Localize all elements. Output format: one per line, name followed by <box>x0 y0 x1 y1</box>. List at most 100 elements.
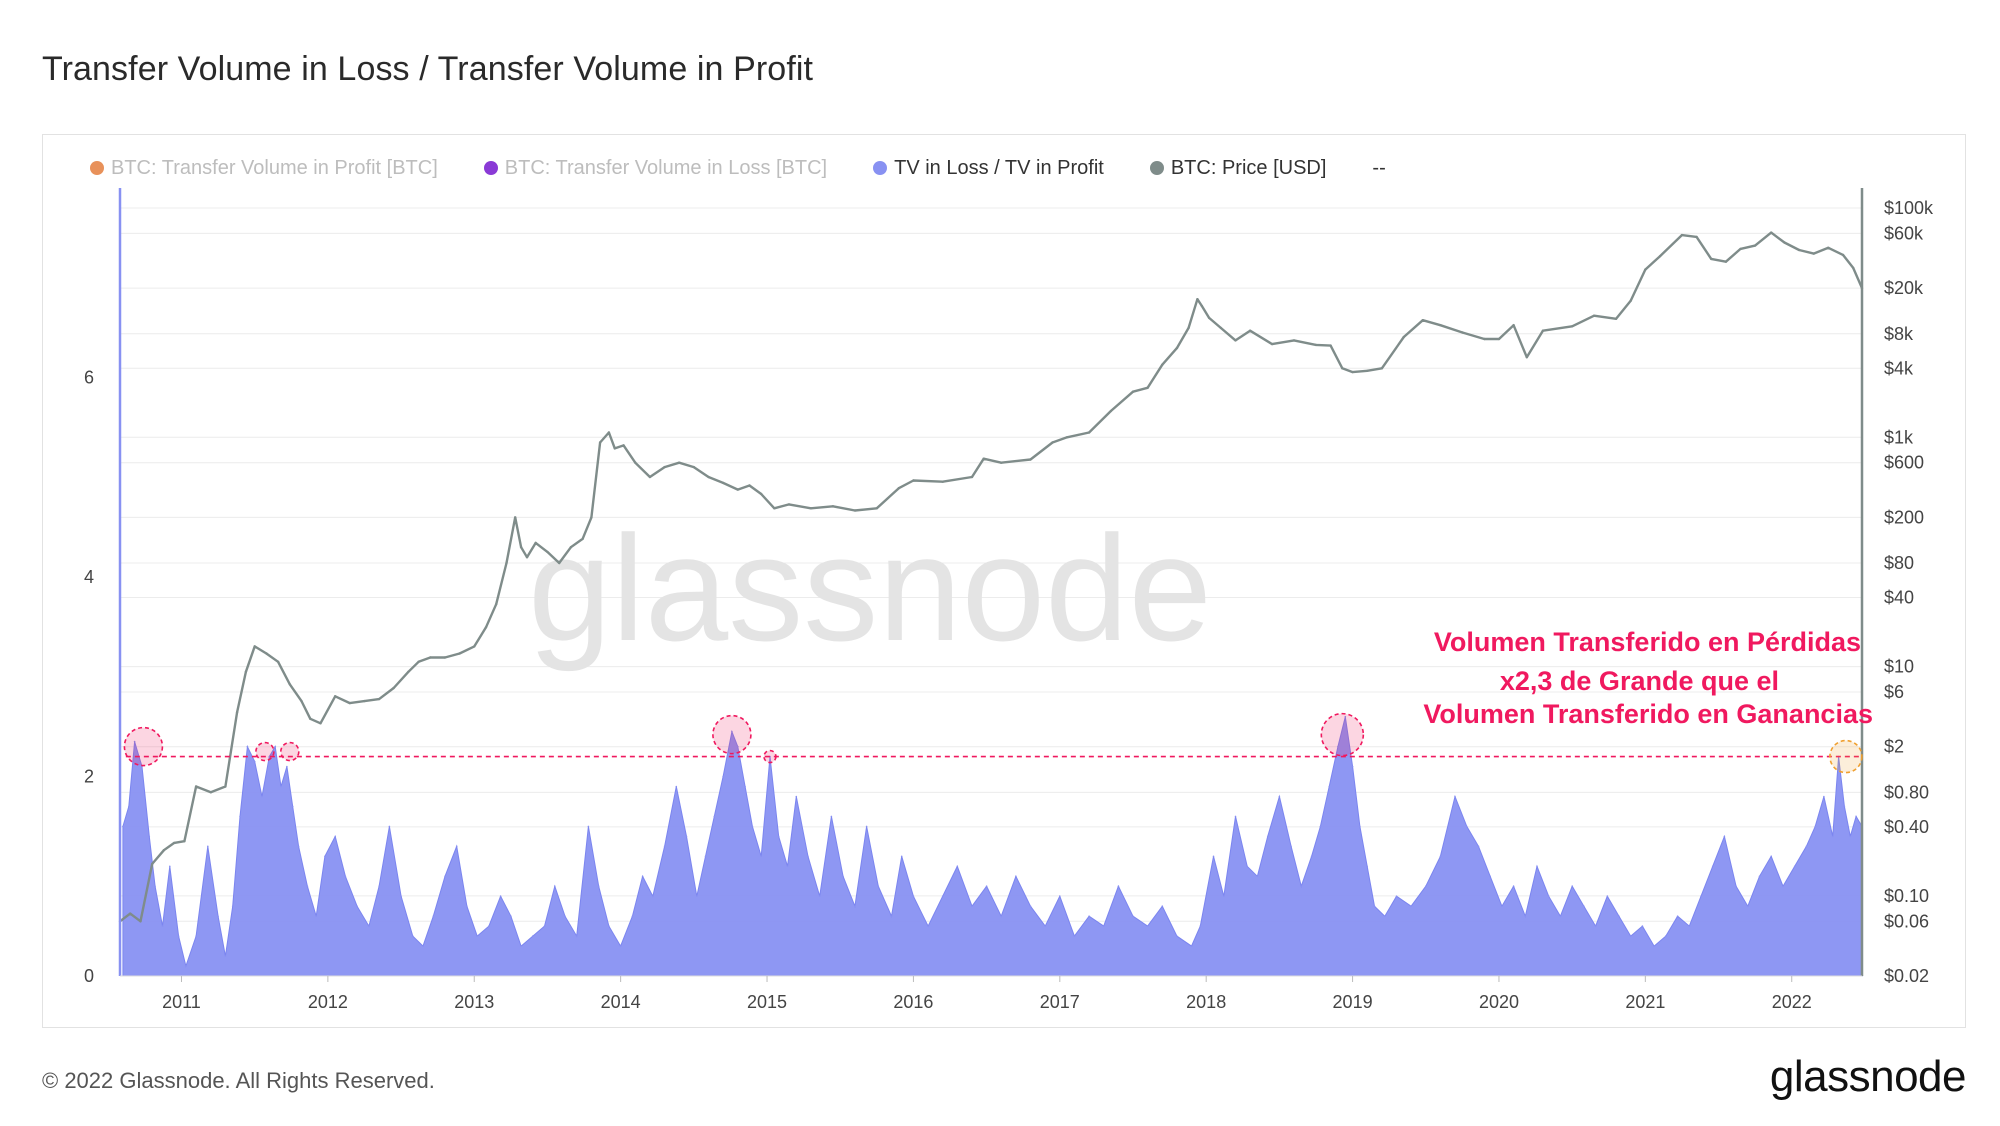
price-point-19 <box>334 695 337 698</box>
ratio-point-127 <box>1454 795 1456 798</box>
left-tick-0: 0 <box>84 966 94 986</box>
price-point-112 <box>1753 244 1757 247</box>
price-point-62 <box>897 487 900 490</box>
price-point-37 <box>546 550 549 554</box>
price-point-88 <box>1341 367 1344 370</box>
price-point-73 <box>1131 390 1135 393</box>
ratio-area-series <box>122 715 1863 977</box>
ratio-point-55 <box>631 915 634 917</box>
price-point-32 <box>505 561 508 565</box>
ratio-point-121 <box>1373 905 1376 907</box>
x-tick-5: 2016 <box>893 992 933 1012</box>
price-point-46 <box>634 461 637 464</box>
price-point-114 <box>1783 241 1786 244</box>
ratio-point-136 <box>1559 915 1562 917</box>
ratio-point-116 <box>1337 745 1339 748</box>
ratio-point-69 <box>760 855 762 858</box>
price-point-33 <box>514 516 517 519</box>
left-tick-1: 2 <box>84 767 94 787</box>
price-point-94 <box>1439 324 1442 327</box>
ratio-point-46 <box>532 935 534 937</box>
watermark: glassnode <box>528 504 1212 672</box>
ratio-point-101 <box>1176 935 1178 937</box>
price-point-23 <box>392 686 395 690</box>
ratio-point-79 <box>865 825 868 828</box>
price-point-80 <box>1207 316 1211 320</box>
price-point-8 <box>209 791 212 794</box>
ratio-point-24 <box>297 845 300 848</box>
ratio-point-150 <box>1723 835 1726 838</box>
price-point-26 <box>429 656 432 659</box>
ratio-point-12 <box>217 915 219 917</box>
price-point-100 <box>1541 329 1545 332</box>
right-tick-1: $60k <box>1884 223 1924 243</box>
ratio-point-38 <box>444 875 446 878</box>
price-point-34 <box>519 546 523 549</box>
ratio-point-18 <box>261 795 263 798</box>
ratio-point-78 <box>854 905 856 907</box>
legend-item-tv-loss[interactable]: BTC: Transfer Volume in Loss [BTC] <box>483 156 828 180</box>
ratio-point-81 <box>890 915 893 917</box>
ratio-point-77 <box>842 875 844 878</box>
x-tick-7: 2018 <box>1186 992 1226 1012</box>
price-point-116 <box>1812 252 1815 255</box>
legend-label-tv-loss: BTC: Transfer Volume in Loss [BTC] <box>504 156 828 179</box>
ratio-point-80 <box>877 885 880 887</box>
price-point-57 <box>787 503 791 506</box>
price-point-118 <box>1841 253 1845 257</box>
legend-item-tv-profit[interactable]: BTC: Transfer Volume in Profit [BTC] <box>90 157 438 180</box>
ratio-point-50 <box>575 935 578 937</box>
ratio-point-45 <box>520 945 522 947</box>
legend-item-dash[interactable]: -- <box>1372 157 1385 180</box>
legend-dot-price <box>1149 161 1164 175</box>
price-point-7 <box>194 785 198 788</box>
ratio-point-27 <box>324 855 326 858</box>
price-point-60 <box>853 509 857 512</box>
price-point-90 <box>1366 369 1369 372</box>
ratio-point-104 <box>1212 855 1215 858</box>
ratio-point-6 <box>161 925 164 927</box>
ratio-point-148 <box>1700 895 1702 897</box>
ratio-point-145 <box>1665 935 1667 937</box>
ratio-point-4 <box>148 835 151 838</box>
ratio-point-57 <box>652 895 654 897</box>
ratio-point-106 <box>1234 815 1237 818</box>
ratio-point-163 <box>1849 835 1852 838</box>
price-point-35 <box>525 556 529 559</box>
price-point-110 <box>1724 260 1728 263</box>
ratio-point-15 <box>239 815 241 818</box>
price-point-111 <box>1739 247 1742 251</box>
price-point-22 <box>377 697 381 701</box>
ratio-point-122 <box>1384 915 1386 917</box>
price-point-89 <box>1351 370 1354 374</box>
ratio-point-131 <box>1501 905 1503 907</box>
legend-item-price[interactable]: BTC: Price [USD] <box>1149 157 1326 180</box>
x-tick-0: 2011 <box>162 992 201 1012</box>
price-point-91 <box>1380 367 1384 370</box>
price-point-3 <box>151 862 154 866</box>
price-line-series <box>118 231 1864 923</box>
price-point-74 <box>1146 386 1149 389</box>
ratio-point-61 <box>696 895 698 897</box>
price-point-109 <box>1710 257 1713 261</box>
ratio-point-118 <box>1351 765 1354 768</box>
ratio-point-93 <box>1059 895 1061 897</box>
ratio-point-67 <box>744 785 746 788</box>
price-point-93 <box>1421 319 1425 322</box>
ratio-point-33 <box>388 825 391 828</box>
price-point-59 <box>831 505 835 508</box>
ratio-point-83 <box>912 895 915 897</box>
ratio-point-47 <box>543 925 546 927</box>
price-point-78 <box>1196 298 1199 301</box>
price-point-106 <box>1658 255 1662 258</box>
price-point-13 <box>265 652 268 655</box>
price-point-50 <box>692 465 695 469</box>
price-point-28 <box>458 652 461 655</box>
ratio-point-63 <box>713 815 716 818</box>
legend-item-ratio[interactable]: TV in Loss / TV in Profit <box>873 157 1104 180</box>
ratio-point-90 <box>1015 875 1017 878</box>
ratio-point-124 <box>1410 905 1412 907</box>
ratio-point-120 <box>1366 865 1368 868</box>
left-tick-3: 6 <box>84 368 94 388</box>
ratio-point-103 <box>1199 925 1202 927</box>
